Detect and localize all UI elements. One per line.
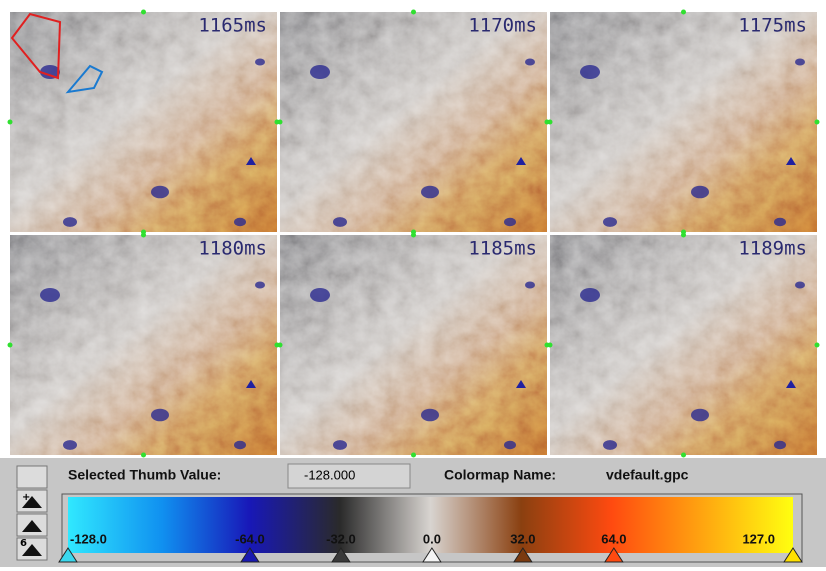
time-slices: 1165ms 1170ms 1175ms 1180ms 1185ms 1189ms (8, 10, 820, 458)
blue-patch (603, 440, 617, 450)
thumb-label: 0.0 (423, 531, 441, 546)
thumb-label: -128.0 (70, 531, 107, 546)
blue-patch (580, 65, 600, 79)
thumb-label: 64.0 (601, 531, 626, 546)
button-label: 6 (20, 538, 27, 549)
blue-patch (234, 218, 246, 226)
grid-node (141, 453, 146, 458)
colormap-name-label: Colormap Name: (444, 467, 556, 483)
blue-patch (504, 441, 516, 449)
blue-patch (333, 217, 347, 227)
slice-texture (550, 235, 817, 455)
blue-patch (151, 186, 169, 199)
thumb-label: -32.0 (326, 531, 356, 546)
slice-time: 1165ms (198, 15, 267, 37)
thumb-label: -64.0 (235, 531, 265, 546)
grid-node (681, 233, 686, 238)
blue-patch (234, 441, 246, 449)
blue-patch (63, 440, 77, 450)
slice-texture (10, 12, 277, 232)
grid-node (278, 120, 283, 125)
slice-texture (280, 235, 547, 455)
grid-node (141, 233, 146, 238)
blue-patch (40, 288, 60, 302)
blue-patch (774, 218, 786, 226)
grid-node (548, 343, 553, 348)
grid-node (548, 120, 553, 125)
grid-node (681, 10, 686, 15)
blue-patch (421, 186, 439, 199)
blue-patch (525, 282, 535, 289)
button-label: + (22, 492, 30, 503)
slice-time: 1185ms (468, 238, 537, 260)
blue-patch (691, 409, 709, 422)
slice-texture (280, 12, 547, 232)
blue-patch (310, 288, 330, 302)
blue-patch (151, 409, 169, 422)
slice-time: 1180ms (198, 238, 267, 260)
slice-texture (550, 12, 817, 232)
blue-patch (795, 282, 805, 289)
grid-node (8, 120, 13, 125)
blue-patch (310, 65, 330, 79)
blue-patch (525, 59, 535, 66)
grid-node (411, 10, 416, 15)
grid-node (681, 453, 686, 458)
grid-node (411, 453, 416, 458)
selected-thumb-label: Selected Thumb Value: (68, 467, 221, 483)
blue-patch (255, 282, 265, 289)
screen: 1165ms 1170ms 1175ms 1180ms 1185ms 1189ms + 6… (0, 0, 826, 567)
grid-node (278, 343, 283, 348)
blue-patch (255, 59, 265, 66)
grid-node (141, 10, 146, 15)
blue-patch (774, 441, 786, 449)
blue-patch (63, 217, 77, 227)
blue-patch (603, 217, 617, 227)
slice-time: 1189ms (738, 238, 807, 260)
blue-patch (580, 288, 600, 302)
grid-node (411, 233, 416, 238)
slice-time: 1175ms (738, 15, 807, 37)
thumb-label: 127.0 (742, 531, 775, 546)
slice-texture (10, 235, 277, 455)
thumb-label: 32.0 (510, 531, 535, 546)
grid-node (815, 343, 820, 348)
colormap-name: vdefault.gpc (606, 467, 689, 483)
thumb-value: -128.000 (304, 467, 355, 482)
grid-node (8, 343, 13, 348)
slice-time: 1170ms (468, 15, 537, 37)
grid-node (815, 120, 820, 125)
blue-patch (421, 409, 439, 422)
blue-patch (333, 440, 347, 450)
blue-patch (795, 59, 805, 66)
blue-patch (504, 218, 516, 226)
blue-patch (691, 186, 709, 199)
palette-button[interactable] (17, 466, 47, 488)
